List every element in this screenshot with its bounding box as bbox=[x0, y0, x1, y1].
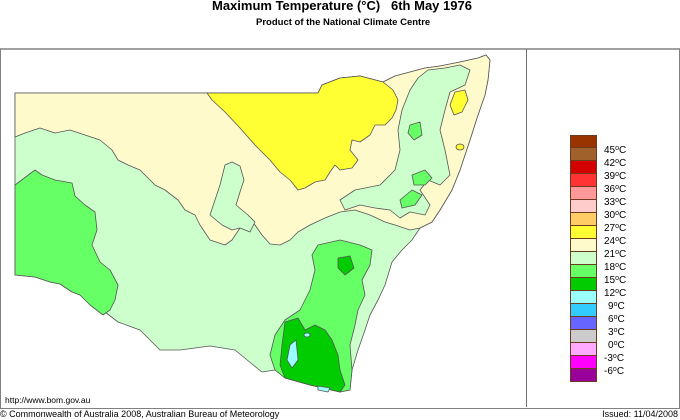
map-title: Maximum Temperature (°C) bbox=[212, 0, 381, 13]
zone-12-15-alpine bbox=[279, 317, 346, 393]
legend-label: 45oC bbox=[604, 145, 627, 156]
legend-swatch bbox=[570, 343, 597, 356]
zone-27-30 bbox=[206, 75, 399, 191]
zone-18-21-tablelands bbox=[339, 64, 471, 219]
legend-swatch bbox=[570, 213, 597, 226]
legend-divider bbox=[526, 49, 527, 407]
legend-label: 24oC bbox=[604, 236, 627, 247]
legend-swatch bbox=[570, 356, 597, 369]
issued-date: Issued: 11/04/2008 bbox=[602, 409, 678, 419]
legend-label: 3oC bbox=[608, 327, 625, 338]
legend-label: 15oC bbox=[604, 275, 627, 286]
temperature-map bbox=[14, 54, 491, 393]
legend-label: 42oC bbox=[604, 158, 627, 169]
legend-label: 21oC bbox=[604, 249, 627, 260]
legend-label: 12oC bbox=[604, 288, 627, 299]
legend-label: 9oC bbox=[608, 301, 625, 312]
legend-swatch bbox=[570, 291, 597, 304]
legend-swatch bbox=[570, 187, 597, 200]
legend-label: 30oC bbox=[604, 210, 627, 221]
legend-swatch bbox=[570, 369, 597, 382]
zone-18-21-central bbox=[209, 161, 256, 233]
legend-label: -6oC bbox=[604, 366, 625, 377]
legend-label: 0oC bbox=[608, 340, 625, 351]
legend-label: 27oC bbox=[604, 223, 627, 234]
legend-swatch bbox=[570, 252, 597, 265]
legend-label: 36oC bbox=[604, 184, 627, 195]
map-subtitle: Product of the National Climate Centre bbox=[256, 17, 431, 28]
copyright-notice: © Commonwealth of Australia 2008, Austra… bbox=[0, 409, 280, 419]
map-date: 6th May 1976 bbox=[391, 0, 472, 13]
legend-label: 39oC bbox=[604, 171, 627, 182]
legend-swatch bbox=[570, 317, 597, 330]
legend-label: 6oC bbox=[608, 314, 625, 325]
zone-9-12 bbox=[286, 339, 299, 369]
legend-swatch bbox=[570, 304, 597, 317]
legend-swatch bbox=[570, 174, 597, 187]
legend-swatch bbox=[570, 148, 597, 161]
legend-swatch bbox=[570, 200, 597, 213]
legend-label: 33oC bbox=[604, 197, 627, 208]
legend-label: -3oC bbox=[604, 353, 625, 364]
legend-swatch bbox=[570, 239, 597, 252]
legend-swatch bbox=[570, 226, 597, 239]
legend-swatch bbox=[570, 278, 597, 291]
legend-label: 18oC bbox=[604, 262, 627, 273]
zone-27-30-ne bbox=[449, 89, 469, 116]
legend-swatch bbox=[570, 265, 597, 278]
title-bar: Maximum Temperature (°C) 6th May 1976 bbox=[0, 0, 680, 16]
zone-15-18-west bbox=[14, 169, 119, 316]
legend-swatch bbox=[570, 161, 597, 174]
source-url[interactable]: http://www.bom.gov.au bbox=[5, 395, 91, 405]
legend-swatch bbox=[570, 135, 597, 148]
legend-swatch bbox=[570, 330, 597, 343]
